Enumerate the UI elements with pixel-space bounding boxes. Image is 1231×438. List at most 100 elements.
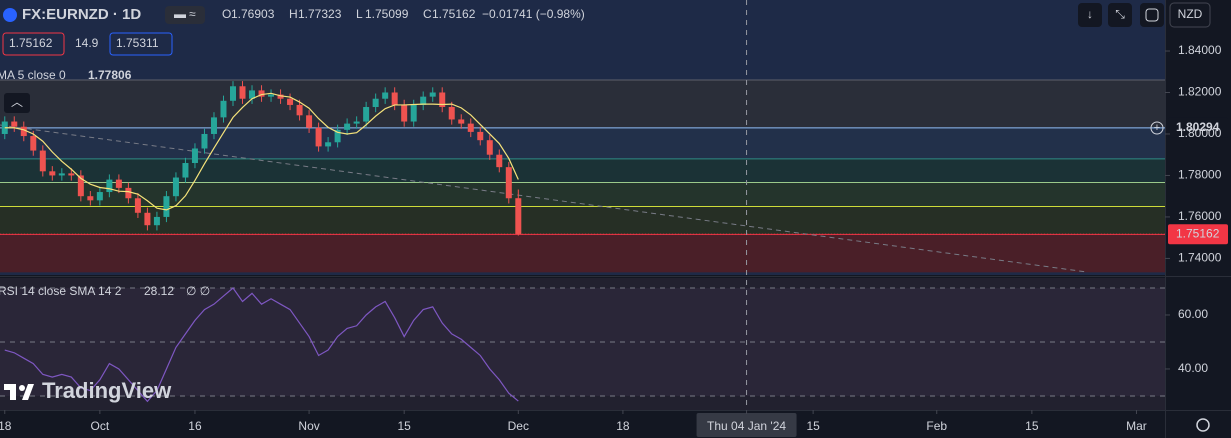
ma-label: MA 5 close 0	[0, 68, 66, 82]
candle-body	[382, 92, 389, 99]
candle-body	[96, 192, 103, 201]
toggle-icon: ≈	[189, 7, 196, 21]
bid-box[interactable]	[2, 32, 65, 56]
candle-body	[363, 107, 370, 122]
rsi-value: 28.12	[144, 284, 174, 298]
candle-body	[201, 133, 208, 149]
candle-body	[239, 86, 246, 99]
candle-body	[230, 86, 236, 101]
ohlc-letter: H	[289, 7, 298, 21]
candle-body	[30, 136, 37, 151]
level-zone	[0, 206, 1165, 235]
ohlc-value: 1.77323	[298, 7, 342, 21]
reset-button[interactable]	[1140, 3, 1164, 27]
level-zone	[0, 80, 1165, 128]
level-label-box	[1168, 117, 1228, 138]
candle-body	[372, 98, 379, 108]
candle-body	[163, 196, 170, 217]
ask: 1.75311	[116, 36, 159, 50]
settings-button[interactable]	[1196, 418, 1210, 432]
candle-body	[277, 94, 284, 99]
icon: ⤡	[1115, 7, 1125, 21]
candle-body	[153, 216, 160, 226]
ask-box[interactable]	[109, 32, 173, 56]
candle-body	[220, 100, 227, 118]
y-tick-label: 1.78000	[1178, 168, 1222, 182]
price-label: 1.75162	[1176, 226, 1220, 240]
candle-body	[344, 123, 351, 130]
candle-body	[325, 142, 332, 147]
candle-body	[125, 187, 132, 199]
rsi-label: RSI 14 close SMA 14 2	[0, 284, 122, 298]
candle-body	[11, 121, 18, 127]
candle-body	[306, 115, 313, 128]
y-tick-label: 1.76000	[1178, 209, 1222, 223]
candle-body	[391, 92, 398, 105]
price-label-box	[1168, 224, 1228, 245]
change: −0.01741 (−0.98%)	[482, 7, 585, 21]
level-zone	[0, 127, 1165, 159]
ma-value: 1.77806	[88, 68, 132, 82]
currency: NZD	[1178, 7, 1203, 21]
x-tick-label: Thu 04 Jan '24	[707, 419, 786, 433]
rsi-tick-label: 40.00	[1178, 361, 1208, 375]
brand-logo	[10, 384, 16, 400]
x-tick-label: Oct	[91, 419, 110, 433]
symbol-icon	[3, 8, 17, 22]
candle-body	[429, 92, 436, 97]
candle-body	[477, 131, 484, 141]
candle-body	[401, 104, 408, 122]
x-tick-label: Nov	[298, 419, 319, 433]
rsi-na: ∅ ∅	[186, 284, 210, 298]
candle-body	[486, 140, 493, 155]
candle-body	[496, 154, 503, 168]
x-tick-label: 16	[188, 419, 202, 433]
x-tick-label: 15	[806, 419, 820, 433]
candle-body	[87, 196, 94, 201]
candle-body	[410, 104, 417, 122]
collapse-button[interactable]	[1108, 3, 1132, 27]
candle-body	[68, 173, 75, 176]
rsi-line	[4, 287, 519, 403]
x-tick-label: 15	[398, 419, 412, 433]
x-tick-label: 18	[0, 419, 12, 433]
x-tick-label: 18	[616, 419, 630, 433]
candle-body	[106, 179, 113, 193]
toggle[interactable]	[165, 6, 205, 24]
scroll-down-button[interactable]	[1078, 3, 1102, 27]
candle-body	[287, 98, 294, 105]
icon	[1145, 8, 1159, 22]
candle-body	[458, 119, 465, 124]
candle-body	[467, 123, 474, 132]
x-tick-label: Feb	[926, 419, 947, 433]
level-zone	[0, 234, 1165, 272]
brand-logo	[19, 385, 25, 391]
x-tick-label: Dec	[508, 419, 529, 433]
ohlc-letter: L	[356, 7, 363, 21]
candle-body	[420, 96, 427, 105]
currency-button[interactable]	[1169, 2, 1211, 28]
bid: 1.75162	[9, 36, 53, 50]
collapse-button[interactable]	[4, 93, 30, 113]
candle-body	[77, 175, 84, 197]
add-level-button[interactable]	[1150, 121, 1164, 135]
candle-body	[258, 90, 265, 97]
brand: TradingView	[42, 378, 172, 403]
candle-body	[182, 163, 189, 178]
candle-body	[448, 107, 455, 120]
candle-body	[58, 173, 65, 176]
icon: +	[1154, 122, 1160, 134]
candle-body	[315, 127, 322, 147]
symbol[interactable]: FX:EURNZD · 1D	[22, 6, 141, 23]
candle-body	[353, 121, 360, 124]
candle-body	[191, 148, 198, 164]
candle-body	[249, 90, 256, 99]
x-tick-label: 15	[1025, 419, 1039, 433]
candle-body	[39, 150, 46, 172]
candle-body	[134, 198, 141, 213]
ohlc-value: 1.75099	[365, 7, 409, 21]
crosshair-label-box	[696, 413, 797, 437]
x-tick-label: Mar	[1126, 419, 1147, 433]
